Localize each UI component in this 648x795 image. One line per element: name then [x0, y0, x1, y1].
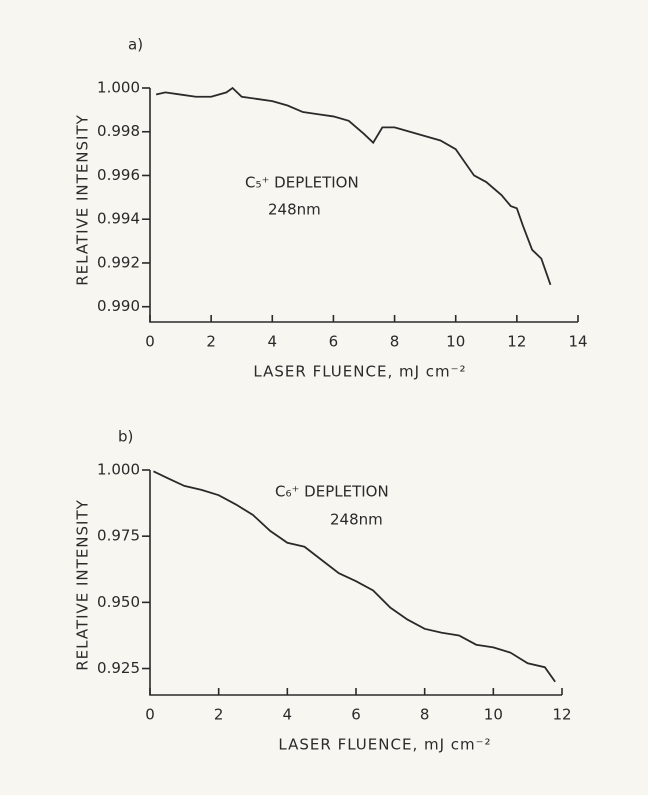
x-tick-label: 4	[268, 333, 278, 351]
x-tick-label: 8	[420, 706, 430, 724]
y-tick-label: 1.000	[97, 79, 140, 97]
x-tick-label: 10	[446, 333, 465, 351]
x-tick-label: 2	[206, 333, 216, 351]
y-tick-label: 1.000	[97, 461, 140, 479]
y-tick-label: 0.975	[97, 527, 140, 545]
x-tick-label: 12	[507, 333, 526, 351]
x-tick-label: 14	[568, 333, 587, 351]
x-tick-label: 6	[351, 706, 361, 724]
x-tick-label: 10	[484, 706, 503, 724]
y-axis-label: RELATIVE INTENSITY	[74, 499, 92, 671]
y-tick-label: 0.996	[97, 166, 140, 184]
x-tick-label: 2	[214, 706, 224, 724]
annotation: C₆⁺ DEPLETION	[275, 483, 389, 501]
x-tick-label: 0	[145, 333, 155, 351]
annotation: 248nm	[330, 511, 383, 529]
axis-frame	[149, 470, 562, 696]
x-axis-label: LASER FLUENCE, mJ cm⁻²	[278, 736, 491, 754]
y-tick-label: 0.925	[97, 659, 140, 677]
annotation: C₅⁺ DEPLETION	[245, 174, 359, 192]
panel-label: a)	[128, 36, 143, 54]
x-tick-label: 12	[552, 706, 571, 724]
data-line	[153, 470, 556, 683]
x-tick-label: 0	[145, 706, 155, 724]
x-tick-label: 8	[390, 333, 400, 351]
x-tick-label: 6	[329, 333, 339, 351]
y-axis-label: RELATIVE INTENSITY	[74, 114, 92, 286]
panel-label: b)	[118, 428, 133, 446]
y-tick-label: 0.998	[97, 122, 140, 140]
axis-frame	[149, 88, 578, 323]
y-tick-label: 0.994	[97, 210, 140, 228]
y-tick-label: 0.950	[97, 593, 140, 611]
y-tick-label: 0.992	[97, 253, 140, 271]
x-tick-label: 4	[283, 706, 293, 724]
x-axis-label: LASER FLUENCE, mJ cm⁻²	[253, 363, 466, 381]
y-tick-label: 0.990	[97, 297, 140, 315]
data-line	[155, 86, 552, 286]
annotation: 248nm	[268, 201, 321, 219]
